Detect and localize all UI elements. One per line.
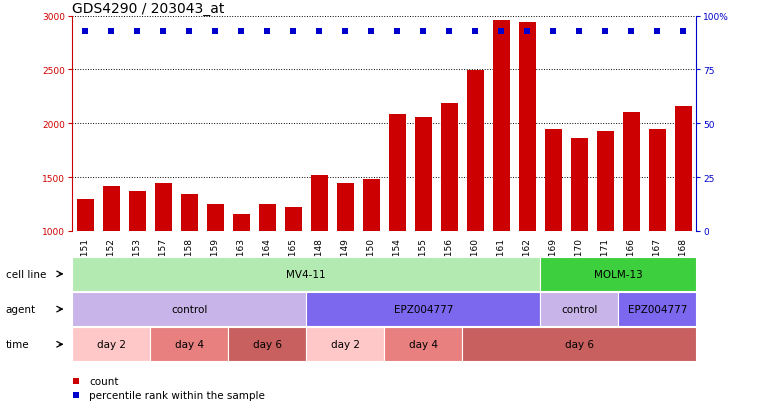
Text: percentile rank within the sample: percentile rank within the sample: [89, 391, 265, 401]
Text: GDS4290 / 203043_at: GDS4290 / 203043_at: [72, 2, 224, 16]
Bar: [675, 107, 692, 231]
Text: time: time: [6, 339, 30, 349]
Text: MOLM-13: MOLM-13: [594, 269, 643, 279]
Text: day 4: day 4: [175, 339, 204, 349]
Text: day 2: day 2: [97, 339, 126, 349]
Bar: [363, 180, 380, 231]
Bar: [519, 23, 536, 231]
Bar: [310, 176, 328, 231]
Text: count: count: [89, 376, 119, 386]
Text: EPZ004777: EPZ004777: [393, 304, 453, 314]
Text: day 4: day 4: [409, 339, 438, 349]
Text: day 6: day 6: [565, 339, 594, 349]
Bar: [103, 186, 119, 231]
Bar: [441, 104, 458, 231]
Bar: [493, 21, 510, 231]
Bar: [233, 214, 250, 231]
Text: agent: agent: [6, 304, 36, 314]
Text: MV4-11: MV4-11: [286, 269, 326, 279]
Bar: [77, 199, 94, 231]
Bar: [597, 131, 614, 231]
Text: control: control: [171, 304, 208, 314]
Bar: [571, 139, 587, 231]
Text: day 6: day 6: [253, 339, 282, 349]
Bar: [181, 195, 198, 231]
Bar: [285, 207, 302, 231]
Bar: [415, 117, 431, 231]
Bar: [649, 129, 666, 231]
Bar: [154, 184, 172, 231]
Bar: [545, 129, 562, 231]
Text: EPZ004777: EPZ004777: [628, 304, 687, 314]
Text: cell line: cell line: [6, 269, 46, 279]
Text: day 2: day 2: [331, 339, 360, 349]
Bar: [389, 114, 406, 231]
Bar: [207, 204, 224, 231]
Bar: [337, 184, 354, 231]
Text: control: control: [561, 304, 597, 314]
Bar: [259, 204, 275, 231]
Bar: [622, 113, 640, 231]
Bar: [129, 192, 146, 231]
Bar: [466, 71, 484, 231]
